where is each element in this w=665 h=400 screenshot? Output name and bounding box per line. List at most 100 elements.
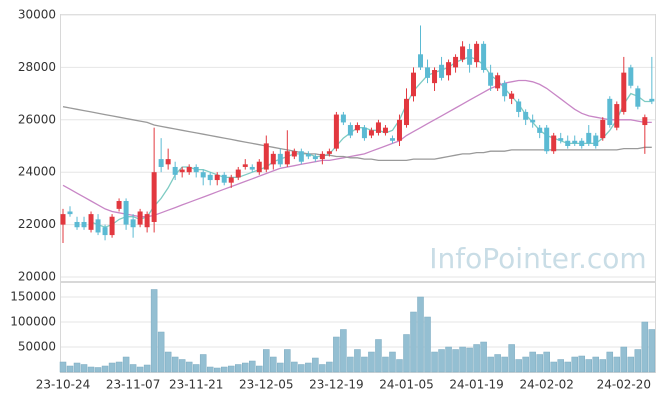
candle-body — [144, 214, 150, 228]
volume-bar — [59, 361, 67, 373]
x-tick-label: 23-10-24 — [36, 378, 90, 392]
candle-body — [298, 151, 304, 162]
candle-body — [179, 169, 185, 173]
volume-bar — [466, 347, 473, 373]
candle-body — [474, 43, 480, 63]
candle-body — [544, 127, 550, 152]
candle-body — [305, 153, 311, 157]
candle-body — [403, 98, 409, 126]
candle-body — [116, 201, 122, 209]
candle-body — [151, 172, 157, 222]
candle-body — [607, 98, 613, 126]
candle-body — [228, 177, 234, 183]
candle-body — [425, 67, 431, 78]
candle-body — [396, 119, 402, 141]
volume-bar — [94, 367, 102, 373]
moving-average-line — [62, 79, 652, 218]
candle-body — [446, 62, 452, 76]
volume-bar — [410, 311, 417, 373]
candle-body — [340, 114, 346, 123]
volume-bar — [206, 366, 214, 373]
candle-body — [600, 119, 606, 139]
volume-bar — [473, 344, 480, 373]
candle-body — [60, 214, 66, 225]
volume-bar — [319, 364, 326, 373]
y-tick-label: 24000 — [18, 165, 56, 179]
candle-body — [502, 83, 508, 97]
volume-bar — [620, 346, 628, 373]
candle-body — [579, 140, 585, 146]
y-tick-label: 20000 — [18, 270, 56, 284]
candle-body — [347, 125, 353, 136]
candle-body — [291, 151, 297, 157]
candle-body — [432, 70, 438, 84]
candle-body — [516, 101, 522, 112]
volume-bar — [452, 349, 459, 373]
volume-bar — [529, 351, 536, 373]
candle-body — [411, 72, 416, 97]
volume-bar — [192, 364, 200, 373]
volume-bar — [157, 331, 165, 373]
candle-body — [242, 164, 248, 167]
volume-bar — [571, 356, 578, 373]
volume-bar — [150, 289, 158, 373]
y-tick-label: 50000 — [18, 340, 56, 354]
volume-bar — [333, 336, 340, 373]
volume-bar — [613, 356, 621, 373]
candle-body — [481, 43, 487, 71]
volume-bar — [164, 351, 172, 373]
candle-body — [102, 227, 108, 236]
volume-bar — [256, 365, 263, 373]
candle-body — [586, 132, 592, 144]
candle-body — [270, 153, 276, 165]
candle-body — [368, 130, 374, 136]
volume-bar — [389, 351, 396, 373]
candle-body — [375, 122, 381, 133]
candle-body — [537, 127, 543, 133]
y-tick-label: 22000 — [18, 217, 56, 231]
volume-bar — [417, 296, 424, 373]
candle-body — [467, 49, 473, 65]
volume-bar — [242, 362, 249, 373]
volume-bar — [585, 359, 592, 373]
volume-bar — [178, 359, 186, 373]
volume-bar — [143, 364, 151, 373]
moving-average-line — [62, 106, 652, 162]
candle-body — [642, 117, 648, 126]
volume-bar — [66, 365, 74, 373]
x-tick-label: 23-11-07 — [106, 378, 160, 392]
candle-body — [572, 140, 578, 144]
volume-bar — [578, 355, 585, 373]
volume-bar — [564, 361, 571, 373]
volume-bar — [557, 359, 564, 373]
candle-body — [200, 172, 206, 178]
candle-body — [593, 135, 599, 146]
volume-bar — [312, 357, 319, 373]
volume-bar — [606, 351, 614, 373]
candle-body — [207, 174, 213, 181]
volume-bar — [382, 356, 389, 373]
volume-bar — [108, 362, 116, 373]
candle-body — [88, 214, 94, 230]
volume-bar — [354, 349, 361, 373]
candle-body — [382, 127, 388, 133]
candle-body — [256, 161, 262, 173]
volume-bar — [501, 356, 508, 373]
watermark: InfoPointer.com — [429, 242, 646, 275]
candle-body — [558, 138, 564, 141]
candle-body — [460, 46, 466, 60]
x-tick-label: 23-12-05 — [239, 378, 293, 392]
x-tick-label: 24-02-20 — [597, 378, 651, 392]
volume-bar — [536, 354, 543, 373]
volume-bar — [284, 349, 291, 373]
candle-body — [565, 140, 571, 146]
volume-bar — [368, 351, 375, 373]
candle-body — [165, 159, 171, 165]
candle-body — [530, 119, 536, 123]
volume-bar — [298, 364, 305, 373]
volume-bar — [445, 346, 452, 373]
candle-body — [130, 219, 136, 228]
volume-bar — [592, 356, 600, 373]
volume-bar — [80, 364, 88, 373]
volume-bar — [185, 361, 193, 373]
